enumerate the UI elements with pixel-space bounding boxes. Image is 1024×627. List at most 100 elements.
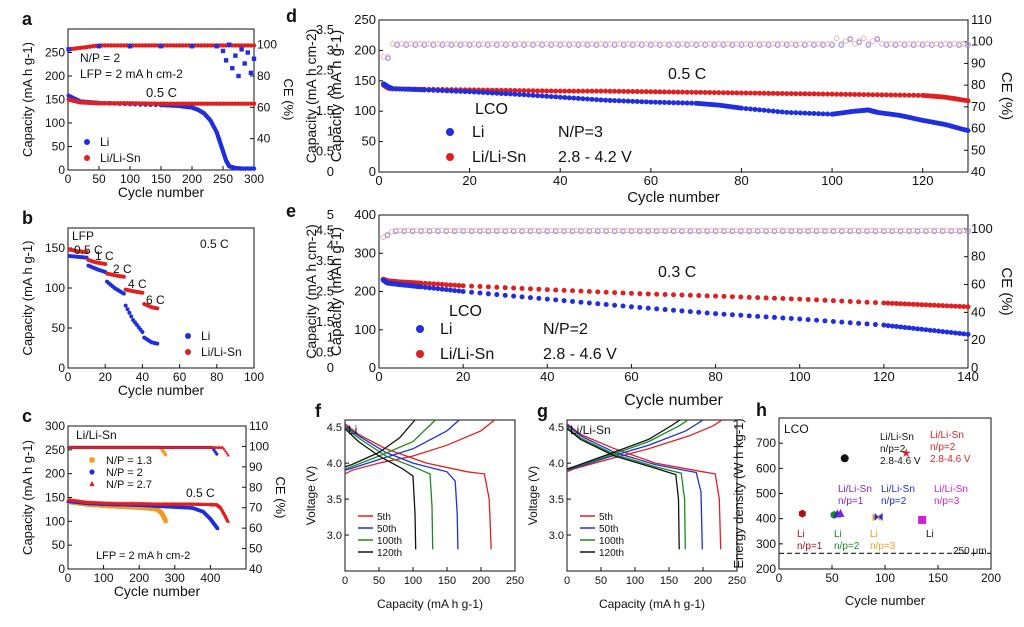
data-point bbox=[898, 301, 904, 307]
ce-point bbox=[245, 50, 250, 55]
ce-point bbox=[924, 41, 930, 47]
data-point bbox=[870, 92, 876, 98]
data-point bbox=[530, 88, 536, 94]
data-point bbox=[521, 92, 527, 98]
data-point bbox=[158, 101, 164, 106]
point-label: 2.8-4.6 V bbox=[930, 454, 971, 465]
data-point bbox=[645, 305, 651, 311]
data-point bbox=[806, 91, 812, 97]
data-point bbox=[698, 89, 704, 95]
data-point bbox=[477, 290, 483, 296]
data-point bbox=[612, 88, 618, 94]
ce-point bbox=[115, 43, 120, 48]
data-point bbox=[634, 99, 640, 105]
ce-point bbox=[96, 44, 102, 49]
ce-point bbox=[426, 41, 432, 47]
data-point bbox=[586, 289, 592, 294]
charge-curve bbox=[566, 419, 723, 473]
data-point bbox=[616, 98, 622, 104]
ce-point bbox=[233, 53, 238, 58]
y2-tick-label: 20 bbox=[971, 332, 985, 347]
data-point bbox=[689, 89, 695, 95]
data-point bbox=[516, 91, 522, 97]
data-point bbox=[662, 291, 668, 297]
ce-point bbox=[480, 41, 486, 47]
data-point bbox=[526, 92, 532, 98]
data-point bbox=[503, 91, 509, 97]
data-point bbox=[780, 315, 786, 321]
x-tick-label: 0 bbox=[65, 370, 72, 384]
ce-point bbox=[879, 41, 885, 47]
data-point bbox=[815, 91, 821, 97]
ce-point bbox=[779, 41, 785, 47]
ce-point bbox=[149, 43, 154, 48]
data-point bbox=[675, 89, 681, 95]
data-point bbox=[829, 91, 835, 97]
data-point bbox=[211, 101, 216, 106]
x-tick-label: 200 bbox=[129, 571, 149, 585]
data-point bbox=[806, 110, 812, 116]
data-point bbox=[489, 90, 495, 96]
y-tick-label: 200 bbox=[354, 284, 376, 299]
data-point bbox=[852, 91, 858, 97]
data-point bbox=[675, 100, 681, 106]
y-tick-label: 600 bbox=[756, 461, 776, 475]
data-point bbox=[598, 97, 604, 103]
annotation: LFP = 2 mA h cm-2 bbox=[80, 67, 183, 81]
ce-point bbox=[162, 450, 166, 455]
ce-point bbox=[242, 43, 247, 48]
ce-point bbox=[462, 41, 468, 47]
ce-point bbox=[134, 43, 139, 48]
data-point bbox=[571, 88, 577, 94]
data-point bbox=[761, 107, 767, 113]
data-point bbox=[214, 101, 219, 106]
ce-point bbox=[223, 58, 229, 63]
x-tick-label: 0 bbox=[65, 172, 72, 186]
data-point bbox=[671, 292, 676, 298]
x-tick-label: 40 bbox=[553, 173, 567, 188]
ce-point bbox=[838, 42, 844, 48]
y3-tick-label: 3.5 bbox=[316, 22, 334, 37]
ce-point bbox=[965, 42, 971, 48]
y-tick-label: 400 bbox=[756, 512, 776, 526]
x-tick-label: 150 bbox=[438, 575, 456, 587]
data-point bbox=[763, 295, 769, 301]
data-point bbox=[418, 284, 424, 290]
data-point bbox=[578, 288, 584, 294]
data-point bbox=[704, 310, 710, 316]
y-tick-label: 300 bbox=[354, 245, 376, 260]
data-point bbox=[713, 311, 719, 317]
ce-point bbox=[199, 43, 204, 48]
ce-point bbox=[140, 43, 145, 48]
y-tick-label: 200 bbox=[45, 69, 65, 83]
data-point bbox=[612, 302, 618, 308]
data-point bbox=[431, 285, 437, 291]
charge-curve bbox=[566, 419, 689, 471]
y2-tick-label: 100 bbox=[257, 38, 277, 52]
ce-point bbox=[215, 452, 219, 456]
ce-point bbox=[933, 41, 939, 47]
y-tick-label: 200 bbox=[756, 562, 776, 576]
ce-point bbox=[856, 39, 862, 46]
data-point bbox=[865, 92, 871, 98]
ce-point bbox=[127, 44, 133, 49]
data-point bbox=[448, 282, 454, 288]
data-point bbox=[689, 100, 695, 106]
data-point bbox=[680, 89, 686, 95]
x-tick-label: 100 bbox=[244, 370, 264, 384]
y-tick-label: 300 bbox=[756, 537, 776, 551]
x-tick-label: 100 bbox=[875, 571, 895, 585]
data-point bbox=[834, 91, 840, 97]
data-point bbox=[874, 92, 880, 98]
data-point bbox=[469, 283, 475, 289]
annotation: 1 C bbox=[95, 249, 114, 263]
y2-tick-label: 100 bbox=[971, 34, 993, 49]
ce-point bbox=[225, 451, 229, 455]
data-point bbox=[530, 92, 536, 98]
y3-tick-label: 0.5 bbox=[316, 345, 334, 360]
data-point bbox=[906, 301, 912, 307]
ce-point bbox=[861, 35, 867, 41]
data-point bbox=[825, 111, 831, 117]
point-label: n/p=1 bbox=[838, 496, 864, 507]
data-point bbox=[923, 302, 929, 308]
